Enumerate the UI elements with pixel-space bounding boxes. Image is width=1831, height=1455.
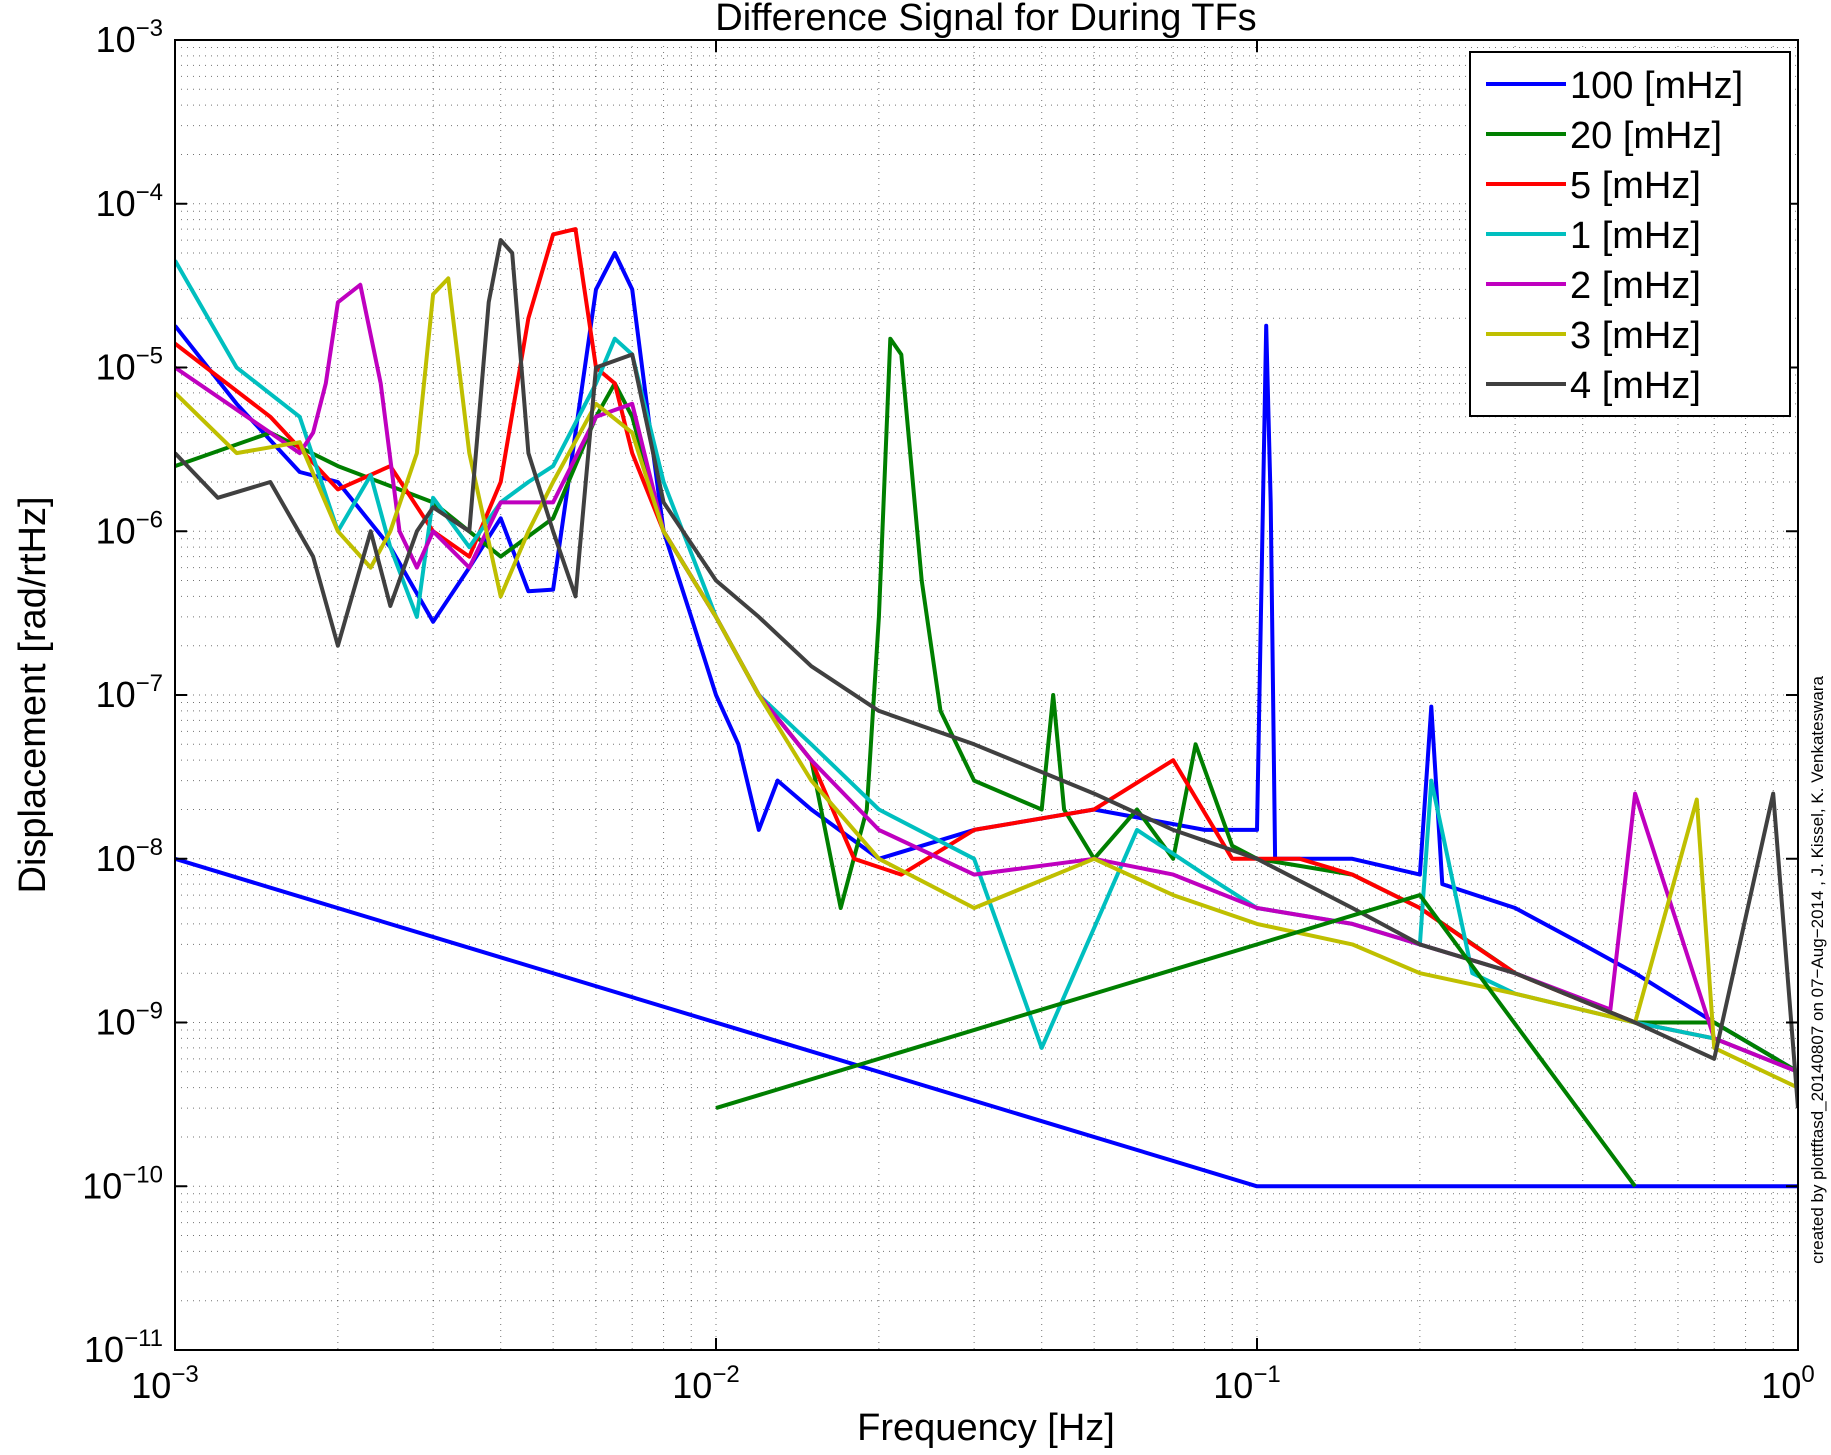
y-tick-label: 10−3 bbox=[96, 15, 163, 60]
y-tick-exp: −10 bbox=[122, 1161, 163, 1188]
x-axis-label: Frequency [Hz] bbox=[857, 1407, 1115, 1449]
y-tick-label: 10−7 bbox=[96, 670, 163, 715]
credit-annotation: created by plottftasd_20140807 on 07−Aug… bbox=[1808, 676, 1827, 1264]
x-tick-base: 10 bbox=[672, 1365, 712, 1406]
series-line-2-mHz bbox=[175, 282, 1798, 1074]
y-tick-exp: −7 bbox=[136, 670, 163, 697]
x-tick-exp: 0 bbox=[1801, 1361, 1814, 1388]
x-tick-exp: −2 bbox=[712, 1361, 739, 1388]
legend-label: 5 [mHz] bbox=[1570, 165, 1701, 207]
y-tick-label: 10−9 bbox=[96, 998, 163, 1043]
x-tick-base: 10 bbox=[1761, 1365, 1801, 1406]
y-tick-base: 10 bbox=[84, 1329, 124, 1370]
x-tick-exp: −3 bbox=[171, 1361, 198, 1388]
y-tick-exp: −8 bbox=[136, 834, 163, 861]
legend-label: 20 [mHz] bbox=[1570, 115, 1722, 157]
legend-label: 3 [mHz] bbox=[1570, 315, 1701, 357]
y-tick-base: 10 bbox=[96, 510, 136, 551]
x-tick-exp: −1 bbox=[1253, 1361, 1280, 1388]
chart-title: Difference Signal for During TFs bbox=[715, 0, 1256, 39]
legend: 100 [mHz] 20 [mHz] 5 [mHz] 1 [mHz] 2 [mHz] 3 … bbox=[1469, 51, 1791, 417]
x-tick-label: 100 bbox=[1761, 1361, 1814, 1406]
legend-label: 4 [mHz] bbox=[1570, 365, 1701, 407]
grid bbox=[174, 40, 1798, 1351]
x-tick-label: 10−2 bbox=[672, 1361, 739, 1406]
x-tick-base: 10 bbox=[1213, 1365, 1253, 1406]
y-tick-base: 10 bbox=[96, 19, 136, 60]
x-tick-label: 10−1 bbox=[1213, 1361, 1280, 1406]
y-axis-label: Displacement [rad/rtHz] bbox=[12, 496, 54, 893]
ticks: 10−3 10−2 10−1 10010−310−410−510−610−710−81… bbox=[82, 15, 1814, 1406]
y-tick-base: 10 bbox=[96, 347, 136, 388]
y-tick-exp: −6 bbox=[136, 506, 163, 533]
y-tick-base: 10 bbox=[96, 674, 136, 715]
legend-label: 1 [mHz] bbox=[1570, 215, 1701, 257]
legend-label: 2 [mHz] bbox=[1570, 265, 1701, 307]
model-line-8 bbox=[715, 893, 1637, 1188]
y-tick-exp: −9 bbox=[136, 998, 163, 1025]
legend-label: 100 [mHz] bbox=[1570, 65, 1743, 107]
x-tick-base: 10 bbox=[131, 1365, 171, 1406]
y-tick-label: 10−11 bbox=[84, 1325, 163, 1370]
y-tick-exp: −3 bbox=[136, 15, 163, 42]
y-tick-exp: −4 bbox=[136, 179, 163, 206]
series-group bbox=[175, 227, 1798, 1189]
y-tick-label: 10−6 bbox=[96, 506, 163, 551]
series-line-4-mHz bbox=[175, 238, 1798, 1109]
y-tick-exp: −11 bbox=[124, 1325, 163, 1352]
y-tick-base: 10 bbox=[96, 183, 136, 224]
model-line-7 bbox=[175, 856, 1798, 1189]
y-tick-base: 10 bbox=[82, 1165, 122, 1206]
y-tick-label: 10−4 bbox=[96, 179, 163, 224]
y-tick-exp: −5 bbox=[136, 343, 163, 370]
y-tick-base: 10 bbox=[96, 1002, 136, 1043]
y-tick-base: 10 bbox=[96, 838, 136, 879]
y-tick-label: 10−8 bbox=[96, 834, 163, 879]
series-line-3-mHz bbox=[175, 276, 1798, 1090]
x-tick-label: 10−3 bbox=[131, 1361, 198, 1406]
y-tick-label: 10−5 bbox=[96, 343, 163, 388]
y-tick-label: 10−10 bbox=[82, 1161, 163, 1206]
